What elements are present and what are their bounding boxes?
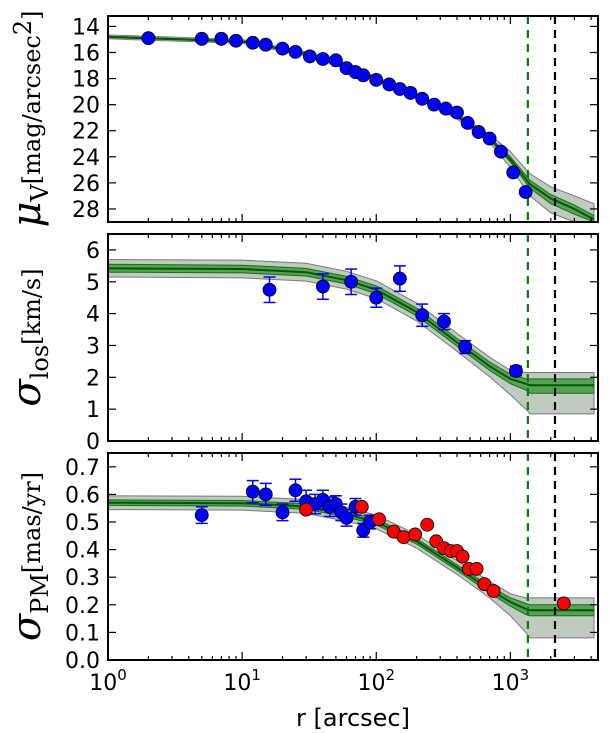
y-tick-label: 6 — [86, 239, 100, 264]
data-point — [372, 512, 386, 527]
data-point — [275, 505, 290, 520]
data-point — [344, 274, 359, 289]
data-point — [392, 271, 407, 286]
axes-frame — [107, 15, 599, 223]
data-point — [471, 125, 486, 139]
x-tick-label: 102 — [357, 666, 395, 696]
data-point — [415, 91, 430, 106]
data-point — [506, 165, 521, 180]
data-point — [509, 364, 523, 378]
axes-frame — [107, 233, 599, 442]
data-point — [339, 510, 354, 525]
data-point — [141, 31, 156, 46]
data-point — [450, 105, 464, 120]
data-point — [477, 577, 492, 591]
data-point — [403, 86, 418, 100]
axes-frame — [107, 452, 599, 661]
data-point — [258, 37, 273, 52]
data-point — [486, 584, 501, 598]
data-point — [408, 527, 423, 542]
data-point — [354, 499, 369, 514]
data-point — [420, 517, 435, 532]
y-tick-label: 4 — [86, 303, 100, 328]
y-tick-label: 2 — [86, 366, 100, 391]
y-tick-label: 0.3 — [65, 566, 100, 591]
data-point — [328, 53, 343, 68]
data-point — [518, 185, 533, 199]
y-axis-label: μV[mag/arcsec2] — [4, 10, 54, 227]
y-tick-label: 24 — [72, 146, 100, 171]
panel-proper-motion-dispersion: 0.0 0.10.2 0.30.4 0.5 0.60.7 100 101 102 103 r [a… — [4, 452, 599, 732]
y-tick-label: 22 — [72, 120, 100, 145]
y-tick-label: 0.5 — [65, 511, 100, 536]
x-axis-label: r [arcsec] — [296, 704, 410, 732]
data-point — [288, 483, 303, 498]
y-tick-label: 0.4 — [65, 539, 100, 564]
y-tick-label: 3 — [86, 334, 100, 359]
y-tick-label: 5 — [86, 271, 100, 296]
data-point — [245, 484, 260, 499]
panel-los-dispersion: 0 1 2 3 4 5 6 σlos[km/s] — [4, 233, 599, 455]
data-point — [214, 31, 229, 46]
data-point — [369, 72, 384, 87]
y-tick-label: 16 — [72, 42, 100, 67]
data-point — [455, 549, 470, 564]
data-point — [262, 282, 277, 297]
y-tick-label: 0.2 — [65, 594, 100, 619]
y-tick-label: 1 — [86, 398, 100, 423]
y-tick-label: 28 — [72, 198, 100, 223]
data-point — [556, 596, 571, 611]
y-axis-label: σPM[mas/yr] — [4, 472, 54, 641]
data-point — [288, 44, 303, 59]
y-tick-label: 18 — [72, 68, 100, 93]
x-tick-label: 101 — [223, 666, 261, 696]
data-point — [482, 131, 497, 146]
x-tick-label: 100 — [89, 666, 127, 696]
y-tick-label: 0.6 — [65, 483, 100, 508]
data-point — [302, 49, 317, 64]
data-point — [258, 487, 273, 502]
data-point — [437, 314, 451, 329]
y-tick-label: 0 — [86, 430, 100, 455]
y-tick-label: 26 — [72, 172, 100, 197]
data-point — [194, 31, 209, 46]
y-tick-label: 14 — [72, 15, 100, 40]
y-axis-label: σlos[km/s] — [4, 268, 54, 406]
data-point — [458, 340, 473, 354]
data-point — [469, 562, 484, 576]
data-point — [356, 68, 371, 83]
plot-area — [108, 234, 595, 441]
data-point — [315, 279, 330, 294]
data-point — [396, 530, 411, 545]
data-point — [415, 308, 430, 323]
plot-area — [108, 16, 595, 222]
data-point — [194, 508, 209, 522]
data-point — [494, 144, 508, 159]
data-point — [369, 290, 384, 305]
data-point — [275, 41, 290, 56]
data-point — [460, 116, 475, 130]
y-tick-label: 0.7 — [65, 456, 100, 481]
model-median-line — [108, 267, 594, 387]
y-tick-label: 0.1 — [65, 621, 100, 646]
data-point — [299, 502, 314, 517]
data-point — [315, 52, 330, 66]
data-point — [427, 97, 442, 112]
y-tick-label: 0.0 — [65, 649, 100, 674]
data-point — [229, 33, 243, 48]
y-tick-label: 20 — [72, 94, 100, 119]
data-point — [245, 35, 260, 50]
plot-area — [108, 453, 595, 660]
x-tick-label: 103 — [492, 666, 530, 696]
